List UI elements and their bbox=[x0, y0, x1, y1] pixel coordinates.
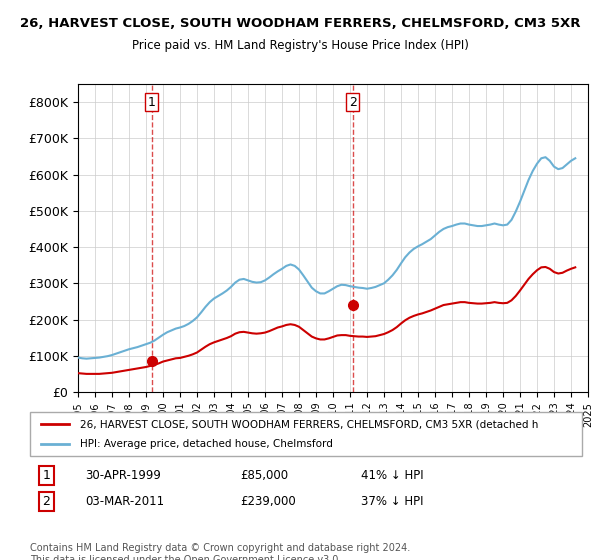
Text: 2: 2 bbox=[349, 96, 357, 109]
Text: 26, HARVEST CLOSE, SOUTH WOODHAM FERRERS, CHELMSFORD, CM3 5XR: 26, HARVEST CLOSE, SOUTH WOODHAM FERRERS… bbox=[20, 17, 580, 30]
Text: £239,000: £239,000 bbox=[240, 495, 296, 508]
Text: 1: 1 bbox=[43, 469, 50, 482]
Text: 41% ↓ HPI: 41% ↓ HPI bbox=[361, 469, 424, 482]
Text: HPI: Average price, detached house, Chelmsford: HPI: Average price, detached house, Chel… bbox=[80, 439, 332, 449]
Text: Contains HM Land Registry data © Crown copyright and database right 2024.
This d: Contains HM Land Registry data © Crown c… bbox=[30, 543, 410, 560]
Text: 03-MAR-2011: 03-MAR-2011 bbox=[85, 495, 164, 508]
Text: 2: 2 bbox=[43, 495, 50, 508]
Text: 1: 1 bbox=[148, 96, 155, 109]
Text: Price paid vs. HM Land Registry's House Price Index (HPI): Price paid vs. HM Land Registry's House … bbox=[131, 39, 469, 52]
Text: 37% ↓ HPI: 37% ↓ HPI bbox=[361, 495, 424, 508]
FancyBboxPatch shape bbox=[30, 412, 582, 456]
Text: 26, HARVEST CLOSE, SOUTH WOODHAM FERRERS, CHELMSFORD, CM3 5XR (detached h: 26, HARVEST CLOSE, SOUTH WOODHAM FERRERS… bbox=[80, 419, 538, 429]
Text: 30-APR-1999: 30-APR-1999 bbox=[85, 469, 161, 482]
Text: £85,000: £85,000 bbox=[240, 469, 288, 482]
